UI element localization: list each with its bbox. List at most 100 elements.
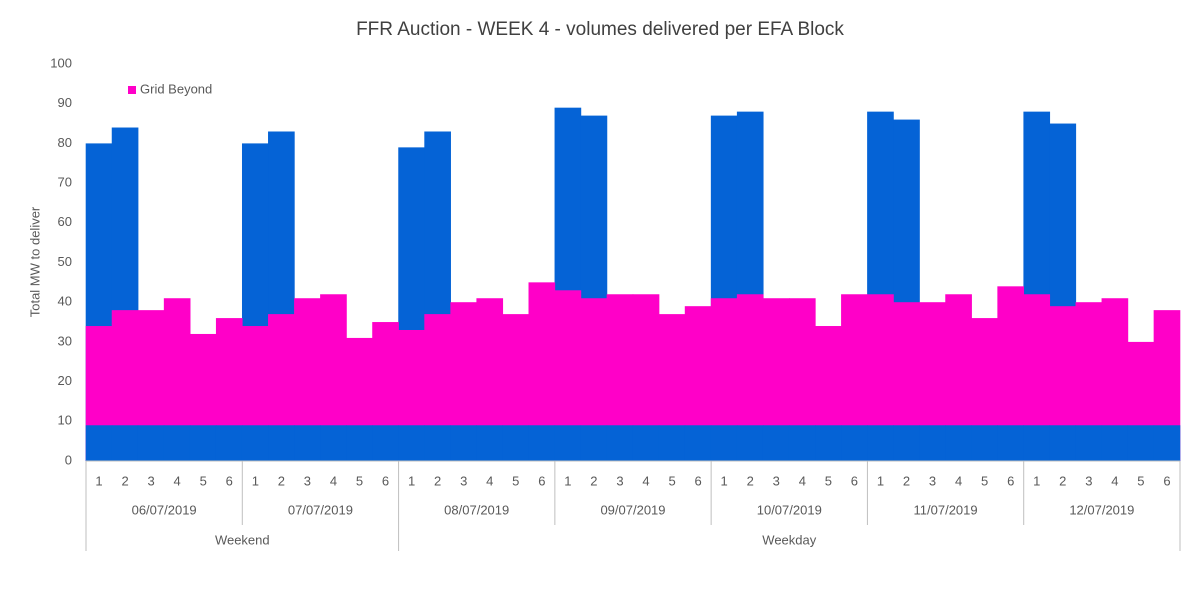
date-label: 08/07/2019 <box>444 502 509 517</box>
area-segment <box>788 425 816 461</box>
y-tick-label: 70 <box>58 175 72 190</box>
x-tick-label: 5 <box>825 473 832 488</box>
area-segment <box>189 425 217 461</box>
x-tick-label: 6 <box>382 473 389 488</box>
x-tick-label: 5 <box>1137 473 1144 488</box>
area-segment <box>632 425 660 461</box>
area-segment <box>554 425 582 461</box>
area-segment <box>502 425 530 461</box>
date-label: 10/07/2019 <box>757 502 822 517</box>
x-tick-label: 2 <box>278 473 285 488</box>
area-segment <box>867 425 894 461</box>
x-tick-label: 6 <box>1007 473 1014 488</box>
area-segment <box>762 425 790 461</box>
area-segment <box>580 425 608 461</box>
date-label: 11/07/2019 <box>914 502 978 517</box>
x-tick-label: 6 <box>538 473 545 488</box>
x-tick-label: 1 <box>408 473 415 488</box>
y-tick-label: 50 <box>58 254 72 269</box>
x-tick-label: 3 <box>460 473 467 488</box>
x-tick-label: 4 <box>799 473 806 488</box>
area-segment <box>1075 425 1103 461</box>
x-tick-label: 2 <box>1059 473 1066 488</box>
x-tick-label: 2 <box>121 473 128 488</box>
area-segment <box>997 425 1025 461</box>
y-tick-label: 80 <box>58 135 72 150</box>
x-tick-label: 5 <box>356 473 363 488</box>
x-tick-label: 3 <box>929 473 936 488</box>
x-tick-label: 6 <box>695 473 702 488</box>
area-segment <box>1127 425 1155 461</box>
x-tick-label: 4 <box>174 473 181 488</box>
legend-swatch <box>128 86 136 94</box>
x-tick-label: 4 <box>955 473 962 488</box>
area-segment <box>893 425 920 461</box>
x-tick-label: 5 <box>512 473 519 488</box>
chart-title: FFR Auction - WEEK 4 - volumes delivered… <box>356 19 844 40</box>
area-segment <box>450 425 478 461</box>
y-tick-label: 40 <box>58 294 72 309</box>
area-segment <box>971 425 998 461</box>
x-tick-label: 3 <box>148 473 155 488</box>
x-tick-label: 3 <box>616 473 623 488</box>
area-segment <box>476 425 504 461</box>
y-tick-label: 20 <box>58 373 72 388</box>
area-segment <box>1023 425 1051 461</box>
x-tick-label: 2 <box>903 473 910 488</box>
area-segment <box>163 425 191 461</box>
area-segment <box>424 425 451 461</box>
area-segment <box>111 425 139 461</box>
area-segment <box>658 425 686 461</box>
date-label: 07/07/2019 <box>288 502 353 517</box>
y-axis-label: Total MW to deliver <box>27 206 42 317</box>
area-segment <box>241 425 269 461</box>
date-label: 09/07/2019 <box>600 502 665 517</box>
x-tick-label: 1 <box>564 473 571 488</box>
x-tick-label: 2 <box>590 473 597 488</box>
area-segment <box>815 425 842 461</box>
x-tick-label: 6 <box>226 473 233 488</box>
x-tick-label: 4 <box>330 473 337 488</box>
date-label: 06/07/2019 <box>132 502 197 517</box>
period-label: Weekday <box>762 532 816 547</box>
area-segment <box>945 425 972 461</box>
x-tick-label: 2 <box>434 473 441 488</box>
x-tick-label: 1 <box>1033 473 1040 488</box>
area-segment <box>1049 425 1077 461</box>
area-segment <box>346 425 373 461</box>
x-tick-label: 6 <box>1163 473 1170 488</box>
area-segment <box>320 425 347 461</box>
x-tick-label: 4 <box>642 473 649 488</box>
x-tick-label: 5 <box>668 473 675 488</box>
period-label: Weekend <box>215 532 270 547</box>
y-tick-label: 60 <box>58 214 72 229</box>
y-tick-label: 100 <box>50 55 72 70</box>
area-segment <box>294 425 321 461</box>
y-tick-label: 10 <box>58 413 72 428</box>
x-tick-label: 1 <box>877 473 884 488</box>
x-tick-label: 4 <box>486 473 493 488</box>
area-segment <box>398 425 425 461</box>
area-segment <box>606 425 634 461</box>
area-segment <box>528 425 556 461</box>
x-tick-label: 1 <box>95 473 102 488</box>
area-segment <box>137 425 165 461</box>
x-tick-label: 3 <box>773 473 780 488</box>
x-tick-label: 1 <box>252 473 259 488</box>
x-tick-label: 3 <box>1085 473 1092 488</box>
area-segment <box>85 425 113 461</box>
x-tick-label: 6 <box>851 473 858 488</box>
area-segment <box>268 425 295 461</box>
x-tick-label: 3 <box>304 473 311 488</box>
area-segment <box>372 425 399 461</box>
y-tick-label: 30 <box>58 333 72 348</box>
date-label: 12/07/2019 <box>1069 502 1134 517</box>
x-tick-label: 1 <box>721 473 728 488</box>
y-tick-label: 0 <box>65 452 72 467</box>
legend-label: Grid Beyond <box>140 81 212 96</box>
x-tick-label: 2 <box>747 473 754 488</box>
area-segment <box>841 425 868 461</box>
x-tick-label: 5 <box>981 473 988 488</box>
area-segment <box>215 425 243 461</box>
